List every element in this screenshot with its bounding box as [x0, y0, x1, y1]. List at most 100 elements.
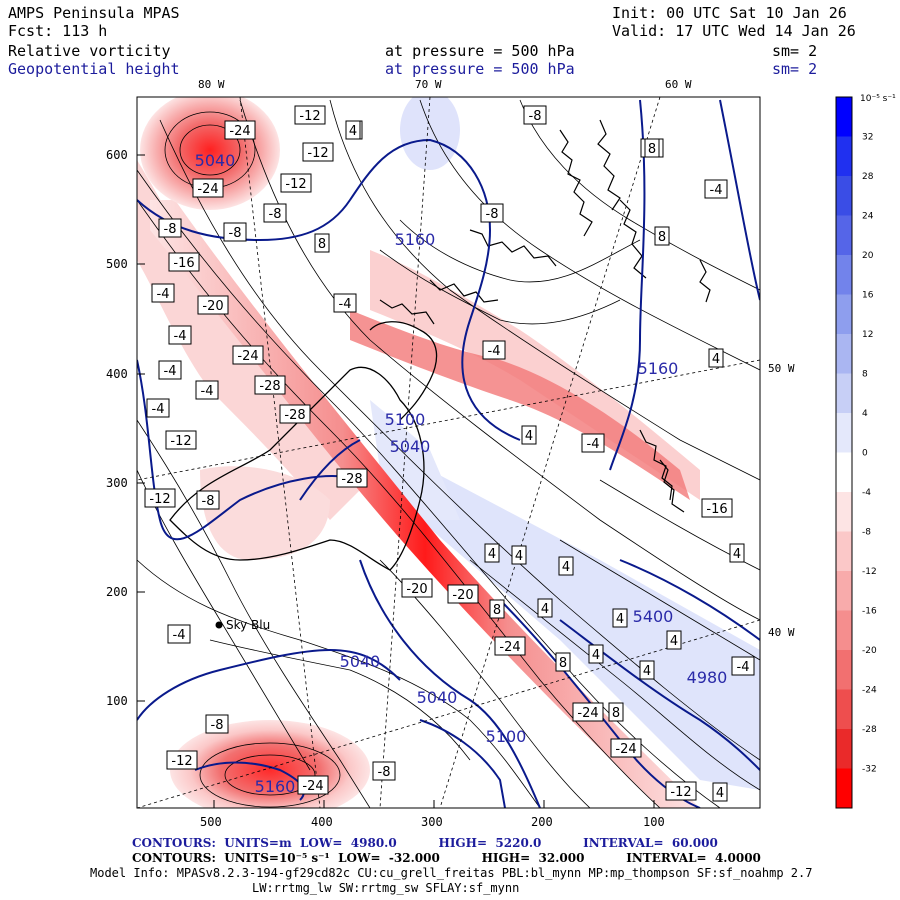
- svg-text:-24: -24: [499, 640, 520, 655]
- svg-text:-4: -4: [201, 384, 214, 399]
- svg-text:-12: -12: [307, 146, 328, 161]
- vorticity-label: 4: [729, 543, 745, 563]
- svg-text:8: 8: [612, 706, 620, 721]
- vorticity-label: -8: [372, 761, 396, 781]
- vorticity-label: 4: [537, 598, 553, 618]
- colorbar-label: 32: [862, 133, 873, 143]
- vorticity-label: -4: [731, 656, 755, 676]
- valid-time: Valid: 17 UTC Wed 14 Jan 26: [612, 22, 856, 40]
- vorticity-label: 4: [484, 543, 500, 563]
- colorbar-swatch: [836, 650, 852, 690]
- svg-text:-20: -20: [452, 588, 473, 603]
- vorticity-label: -28: [336, 468, 368, 488]
- svg-text:8: 8: [658, 230, 666, 245]
- colorbar-swatch: [836, 610, 852, 651]
- vorticity-label: -4: [195, 380, 219, 400]
- field2-name: Geopotential height: [8, 60, 180, 78]
- svg-text:-24: -24: [302, 779, 323, 794]
- vorticity-label: 4: [612, 608, 628, 628]
- positive-vorticity-patch: [400, 97, 460, 170]
- svg-text:4: 4: [349, 124, 357, 139]
- longitude-label: 80 W: [198, 78, 225, 91]
- model-info-physics: LW:rrtmg_lw SW:rrtmg_sw SFLAY:sf_mynn: [252, 881, 520, 895]
- svg-text:-8: -8: [529, 109, 542, 124]
- vorticity-label: -4: [704, 179, 728, 199]
- colorbar-swatch: [836, 373, 852, 414]
- vorticity-contours: [137, 99, 760, 808]
- height-contour-info: CONTOURS: UNITS=m LOW= 4980.0 HIGH= 5220…: [132, 836, 718, 850]
- colorbar-swatch: [836, 97, 852, 137]
- height-label: 4980: [687, 668, 728, 687]
- y-tick-label: 600: [106, 148, 128, 162]
- y-tick-label: 400: [106, 367, 128, 381]
- vorticity-label: -4: [482, 340, 506, 360]
- svg-text:8: 8: [648, 142, 656, 157]
- svg-text:-24: -24: [615, 742, 636, 757]
- colorbar-swatch: [836, 294, 852, 335]
- positive-vorticity-patch: [370, 400, 460, 520]
- colorbar-label: -8: [862, 528, 871, 538]
- svg-text:-8: -8: [164, 222, 177, 237]
- svg-text:8: 8: [318, 237, 326, 252]
- svg-text:-8: -8: [269, 207, 282, 222]
- svg-text:-16: -16: [706, 502, 727, 517]
- svg-text:-4: -4: [710, 183, 723, 198]
- svg-text:-16: -16: [173, 256, 194, 271]
- height-label: 5160: [255, 777, 296, 796]
- vorticity-label: 4: [588, 644, 604, 664]
- colorbar-swatch: [836, 334, 852, 374]
- vorticity-label: -24: [297, 775, 329, 795]
- longitude-label: 50 W: [768, 362, 795, 375]
- vorticity-label: -12: [144, 488, 176, 508]
- svg-text:-4: -4: [157, 287, 170, 302]
- svg-text:-12: -12: [285, 177, 306, 192]
- svg-text:-28: -28: [259, 379, 280, 394]
- colorbar-swatch: [836, 768, 852, 809]
- svg-text:-4: -4: [339, 297, 352, 312]
- vorticity-label: -28: [254, 375, 286, 395]
- svg-text:4: 4: [541, 602, 549, 617]
- vorticity-label: 4: [511, 545, 527, 565]
- vorticity-label: -16: [168, 252, 200, 272]
- vorticity-label: -4: [146, 398, 170, 418]
- height-label: 5100: [385, 410, 426, 429]
- svg-text:-4: -4: [737, 660, 750, 675]
- vorticity-label: -24: [192, 178, 224, 198]
- height-label: 5040: [195, 151, 236, 170]
- svg-text:-8: -8: [378, 765, 391, 780]
- vorticity-label: -4: [151, 283, 175, 303]
- svg-text:-24: -24: [197, 182, 218, 197]
- svg-text:-20: -20: [406, 582, 427, 597]
- station-label: Sky Blu: [226, 618, 270, 632]
- svg-text:-12: -12: [171, 754, 192, 769]
- colorbar-unit: 10⁻⁵ s⁻¹: [860, 94, 896, 104]
- svg-text:-28: -28: [341, 472, 362, 487]
- colorbar-label: -32: [862, 765, 877, 775]
- vorticity-label: 8: [555, 652, 571, 672]
- vorticity-label: -12: [302, 142, 334, 162]
- colorbar-swatch: [836, 531, 852, 572]
- vorticity-label: -24: [494, 636, 526, 656]
- colorbar-label: 12: [862, 330, 873, 340]
- height-label: 5100: [486, 727, 527, 746]
- colorbar-swatch: [836, 492, 852, 532]
- svg-text:-24: -24: [577, 706, 598, 721]
- vorticity-label: -24: [232, 345, 264, 365]
- colorbar: 32 28 24 20 16 12 8 4 0 -4 -8 -12 -16 -20 -24 -28 -32: [835, 96, 877, 809]
- vorticity-label: -8: [158, 218, 182, 238]
- station-marker: [215, 621, 223, 629]
- x-tick-label: 300: [421, 815, 443, 829]
- vorticity-label: -24: [224, 120, 256, 140]
- vorticity-streak: [350, 310, 690, 500]
- svg-text:-4: -4: [152, 402, 165, 417]
- colorbar-swatch: [836, 215, 852, 256]
- svg-text:-4: -4: [174, 329, 187, 344]
- vorticity-label: -12: [665, 781, 697, 801]
- vorticity-label: 4: [708, 348, 724, 368]
- vorticity-label: 4: [712, 782, 728, 802]
- longitude-label: 70 W: [415, 78, 442, 91]
- colorbar-label: 20: [862, 251, 874, 261]
- colorbar-frame: [835, 96, 853, 809]
- vorticity-label: 4: [558, 556, 574, 576]
- longitude-label: 40 W: [768, 626, 795, 639]
